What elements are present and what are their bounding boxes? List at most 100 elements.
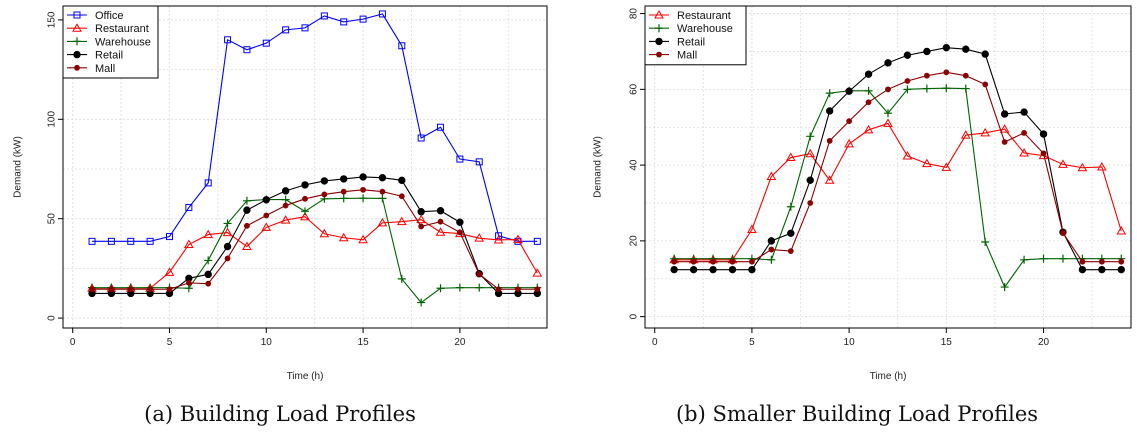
legend-marker-mall bbox=[656, 51, 662, 58]
data-point-retail bbox=[942, 43, 951, 52]
data-point-retail bbox=[340, 175, 348, 183]
data-point-mall bbox=[962, 72, 969, 79]
data-point-restaurant bbox=[280, 215, 291, 224]
data-point-restaurant bbox=[1058, 159, 1068, 168]
data-point-office bbox=[378, 10, 386, 18]
data-point-mall bbox=[127, 286, 134, 293]
data-point-office bbox=[165, 233, 173, 241]
data-point-retail bbox=[884, 59, 892, 67]
data-point-warehouse bbox=[417, 298, 426, 307]
legend-label-retail: Retail bbox=[95, 50, 123, 62]
x-tick-label: 0 bbox=[652, 337, 658, 348]
data-point-office bbox=[320, 12, 328, 20]
legend-marker-warehouse bbox=[655, 24, 663, 33]
data-point-retail bbox=[981, 50, 989, 58]
data-point-office bbox=[88, 237, 96, 245]
data-point-restaurant bbox=[416, 214, 427, 224]
data-point-retail bbox=[806, 176, 814, 184]
data-point-retail bbox=[670, 265, 678, 274]
data-point-restaurant bbox=[805, 148, 816, 158]
data-point-office bbox=[282, 26, 290, 34]
data-point-mall bbox=[690, 258, 697, 265]
data-point-restaurant bbox=[766, 171, 777, 180]
data-point-restaurant bbox=[261, 222, 272, 231]
x-axis-label: Time (h) bbox=[870, 371, 907, 382]
data-point-mall bbox=[846, 118, 853, 125]
data-point-office bbox=[243, 46, 251, 54]
data-point-restaurant bbox=[493, 234, 504, 244]
data-point-warehouse bbox=[942, 84, 951, 93]
data-point-office bbox=[262, 39, 270, 47]
legend-label-warehouse: Warehouse bbox=[95, 36, 151, 48]
legend-marker-warehouse bbox=[73, 37, 81, 46]
data-point-restaurant bbox=[1096, 161, 1107, 171]
data-point-mall bbox=[166, 286, 173, 293]
data-point-mall bbox=[787, 248, 794, 254]
y-tick-label: 0 bbox=[47, 315, 58, 321]
data-point-warehouse bbox=[884, 109, 892, 118]
data-point-warehouse bbox=[223, 219, 232, 228]
x-tick-label: 15 bbox=[358, 337, 370, 348]
data-point-mall bbox=[263, 212, 270, 219]
data-point-mall bbox=[1098, 258, 1105, 265]
data-point-restaurant bbox=[358, 234, 368, 244]
data-point-mall bbox=[495, 286, 502, 293]
data-point-mall bbox=[437, 218, 444, 225]
x-tick-label: 20 bbox=[454, 337, 466, 348]
data-point-mall bbox=[826, 137, 833, 144]
data-point-restaurant bbox=[785, 152, 796, 162]
data-point-warehouse bbox=[922, 84, 931, 93]
x-tick-label: 10 bbox=[844, 337, 856, 348]
data-point-retail bbox=[923, 47, 931, 56]
data-point-warehouse bbox=[436, 284, 445, 293]
y-tick-label: 0 bbox=[629, 313, 640, 319]
data-point-mall bbox=[1060, 230, 1066, 236]
data-point-mall bbox=[282, 202, 289, 209]
data-point-warehouse bbox=[1058, 254, 1067, 263]
data-point-warehouse bbox=[455, 283, 464, 292]
data-point-mall bbox=[865, 99, 872, 106]
data-point-mall bbox=[398, 193, 405, 200]
data-point-office bbox=[185, 204, 193, 212]
data-point-mall bbox=[1021, 130, 1027, 136]
data-point-retail bbox=[1000, 110, 1009, 118]
data-point-mall bbox=[185, 279, 192, 286]
chart-a: 0 5 10 15 20 0 50 100 150 Time (h) Demand (kW) Offi… bbox=[13, 5, 548, 382]
y-axis-label: Demand (kW) bbox=[593, 136, 604, 198]
data-point-office bbox=[417, 134, 425, 142]
data-point-warehouse bbox=[903, 85, 912, 94]
data-point-warehouse bbox=[864, 86, 873, 95]
legend-marker-retail bbox=[655, 37, 663, 46]
legend-label-office: Office bbox=[95, 10, 124, 22]
x-tick-label: 20 bbox=[1038, 337, 1050, 348]
data-point-mall bbox=[982, 81, 989, 88]
data-point-restaurant bbox=[902, 151, 913, 160]
y-tick-label: 20 bbox=[629, 235, 640, 247]
x-axis-label: Time (h) bbox=[287, 371, 324, 382]
data-point-retail bbox=[728, 265, 737, 274]
legend-label-restaurant: Restaurant bbox=[677, 10, 731, 22]
legend-marker-restaurant bbox=[654, 9, 664, 19]
data-point-restaurant bbox=[319, 228, 330, 238]
data-point-restaurant bbox=[532, 268, 543, 277]
data-point-mall bbox=[923, 72, 930, 79]
data-point-restaurant bbox=[435, 227, 446, 236]
data-point-retail bbox=[281, 187, 290, 195]
legend-marker-retail bbox=[73, 50, 81, 59]
data-point-office bbox=[301, 24, 309, 32]
data-point-mall bbox=[729, 258, 736, 265]
series-restaurant bbox=[669, 118, 1127, 264]
data-point-office bbox=[204, 179, 212, 187]
x-tick-label: 15 bbox=[941, 337, 953, 348]
y-tick-label: 80 bbox=[629, 8, 640, 20]
plot-frame bbox=[62, 5, 548, 329]
data-point-mall bbox=[321, 191, 328, 198]
data-point-mall bbox=[89, 286, 95, 293]
data-point-mall bbox=[534, 286, 541, 293]
data-point-restaurant bbox=[242, 241, 252, 251]
data-point-mall bbox=[749, 258, 755, 265]
data-point-restaurant bbox=[999, 124, 1010, 133]
data-point-mall bbox=[244, 222, 250, 229]
